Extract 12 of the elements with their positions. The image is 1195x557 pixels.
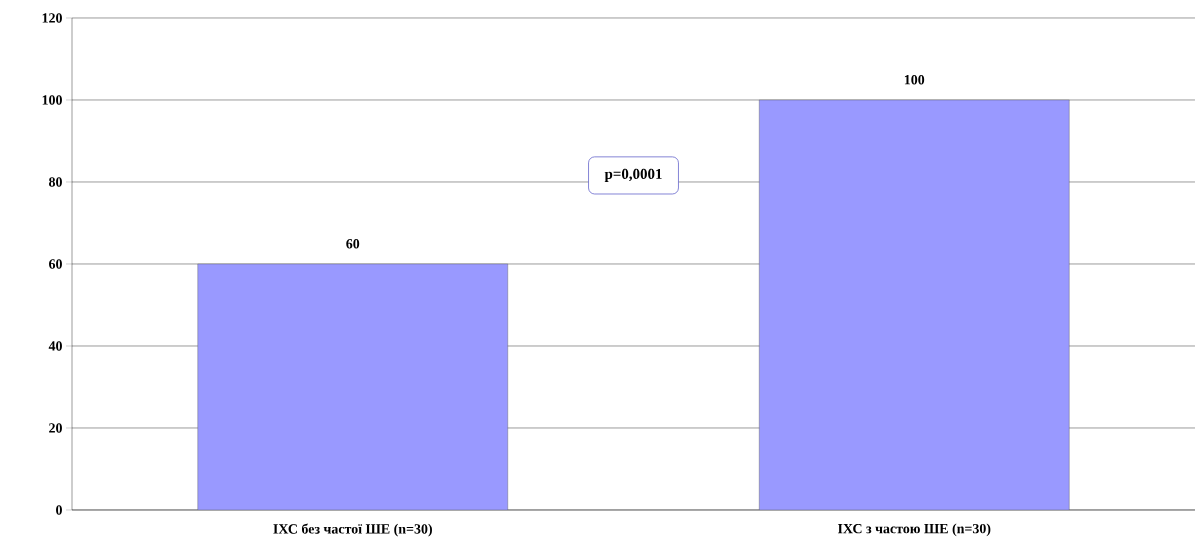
x-tick-label: ІХС з частою ШЕ (n=30) (837, 523, 991, 537)
y-tick-label: 100 (42, 95, 62, 105)
y-tick-label: 80 (49, 177, 62, 187)
annotation: p=0,0001 (604, 168, 662, 182)
y-tick-label: 40 (48, 341, 62, 351)
y-tick-label: 0 (56, 505, 62, 515)
y-tick-label: 120 (42, 13, 62, 23)
y-tick-label: 60 (49, 259, 62, 269)
x-tick-label: ІХС без частої ШЕ (n=30) (273, 523, 432, 537)
data-label: 60 (346, 239, 360, 249)
data-label: 100 (904, 75, 925, 85)
y-tick-label: 20 (49, 423, 62, 433)
